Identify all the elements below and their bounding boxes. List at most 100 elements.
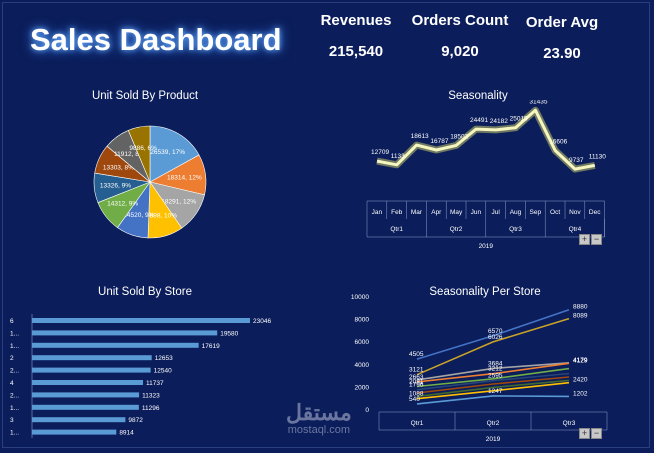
store-series-label: 2663 (409, 374, 424, 381)
seasonality-line (376, 108, 596, 171)
pie-slice-label: 11912, 8% (114, 151, 145, 158)
store-series-line (416, 379, 570, 398)
store-bar (32, 342, 199, 348)
store-series-line (416, 308, 570, 360)
store-bar-label: 11296 (142, 405, 160, 412)
store-series-label: 1202 (573, 390, 588, 397)
kpi-revenues: Revenues 215,540 (318, 12, 394, 60)
pie-slice-label: 14520, 9% (123, 212, 154, 219)
y-tick-label: 4000 (355, 362, 370, 369)
seasonality-data-label: 11130 (589, 153, 606, 160)
store-series-label: 2595 (488, 373, 503, 380)
month-tick-label: Mar (411, 209, 423, 216)
store-series-line (416, 362, 570, 381)
store-tick-label: 6 (10, 318, 14, 325)
pie-chart-title: Unit Sold By Product (91, 90, 199, 102)
store-bar (32, 392, 140, 398)
y-tick-label: 10000 (351, 294, 369, 301)
store-bar (32, 417, 126, 423)
pie-chart: 26539, 17% 18314, 12% 18291, 12% 15898, 10%… (93, 125, 207, 239)
store-bar-label: 12540 (154, 368, 172, 375)
store-bar-label: 9872 (128, 417, 143, 424)
month-tick-label: Jan (372, 209, 383, 216)
store-series-label: 8880 (573, 304, 588, 311)
watermark-arabic: مستقل (286, 400, 352, 425)
store-bar (32, 330, 218, 336)
expand-button[interactable]: + (579, 234, 590, 245)
month-tick-label: Jun (471, 209, 482, 216)
month-tick-label: Aug (510, 209, 522, 216)
pie-slice-label: 14312, 9% (107, 200, 138, 207)
quarter-tick-label: Qtr2 (487, 420, 500, 427)
store-tick-label: 1... (10, 330, 19, 337)
y-tick-label: 6000 (355, 339, 370, 346)
store-series-label: 6570 (488, 328, 503, 335)
store-series-label: 4129 (573, 357, 588, 364)
store-series-label: 3121 (409, 367, 424, 374)
store-tick-label: 2... (10, 392, 19, 399)
store-bar (32, 429, 117, 435)
seasonality-data-label: 31435 (529, 100, 547, 105)
store-tick-label: 3 (10, 417, 14, 424)
month-tick-label: Jul (492, 209, 501, 216)
month-tick-label: Feb (391, 209, 403, 216)
collapse-button[interactable]: − (591, 428, 602, 439)
store-bar (32, 404, 139, 410)
seasonality-data-label: 18613 (411, 133, 429, 140)
kpi-value: 215,540 (328, 43, 384, 60)
pie-slice-label: 15898, 10% (142, 212, 177, 219)
store-bar-label: 17619 (202, 343, 220, 350)
quarter-tick-label: Qtr2 (450, 226, 463, 233)
store-tick-label: 2... (10, 368, 19, 375)
store-tick-label: 2 (10, 355, 14, 362)
collapse-button[interactable]: − (591, 234, 602, 245)
kpi-value: 23.90 (543, 45, 581, 62)
store-tick-label: 1... (10, 343, 19, 350)
pie-slice (127, 125, 151, 183)
store-series-line (416, 362, 570, 383)
store-bar-label: 23046 (253, 318, 271, 325)
expand-button[interactable]: + (579, 428, 590, 439)
store-bar (32, 355, 152, 361)
pie-slice-label: 13303, 8% (103, 165, 134, 172)
store-series-label: 1796 (409, 382, 424, 389)
store-series-label: 4505 (409, 351, 424, 358)
store-series-label: 8089 (573, 313, 588, 320)
store-series-label: 1088 (409, 391, 424, 398)
quarter-tick-label: Qtr1 (411, 420, 424, 427)
y-tick-label: 2000 (355, 384, 370, 391)
quarter-tick-label: Qtr3 (563, 420, 576, 427)
month-tick-label: May (450, 209, 463, 216)
kpi-orders-count: Orders Count 9,020 (410, 12, 510, 60)
perstore-chart: 0 2000 4000 6000 8000 10000 4505 6570 8880 3121 60… (351, 294, 608, 443)
page-title: Sales Dashboard (30, 22, 282, 57)
store-series-line (416, 372, 570, 391)
month-tick-label: Dec (589, 209, 601, 216)
seasonality-data-label: 16606 (549, 138, 567, 145)
store-bar-label: 12653 (155, 355, 173, 362)
store-bar-label: 8914 (119, 430, 134, 437)
store-bar-label: 19580 (220, 330, 238, 337)
pie-slice-label: 26539, 17% (150, 149, 185, 156)
store-tick-label: 1... (10, 430, 19, 437)
stores-bar-chart: 23046 6 19580 1... 17619 1... 12653 2 12540 2... 1… (10, 314, 271, 438)
pie-slice-label: 18291, 12% (161, 199, 196, 206)
seasonality-data-label: 9737 (569, 157, 584, 164)
pie-slice-label: 18314, 12% (167, 174, 202, 181)
quarter-tick-label: Qtr1 (390, 226, 403, 233)
store-series-line (416, 367, 570, 388)
store-series-label: 3684 (488, 360, 503, 367)
perstore-chart-title: Seasonality Per Store (429, 286, 541, 298)
kpi-order-avg: Order Avg 23.90 (522, 14, 602, 62)
seasonality-title: Seasonality (448, 90, 508, 102)
pie-slice-label: 13326, 9% (100, 183, 131, 190)
year-tick-label: 2019 (479, 243, 494, 250)
store-series-line (416, 395, 570, 405)
quarter-tick-label: Qtr4 (569, 226, 582, 233)
store-tick-label: 4 (10, 380, 14, 387)
quarter-tick-label: Qtr3 (509, 226, 522, 233)
store-bar (32, 367, 151, 373)
seasonality-data-label: 25015 (510, 116, 528, 123)
